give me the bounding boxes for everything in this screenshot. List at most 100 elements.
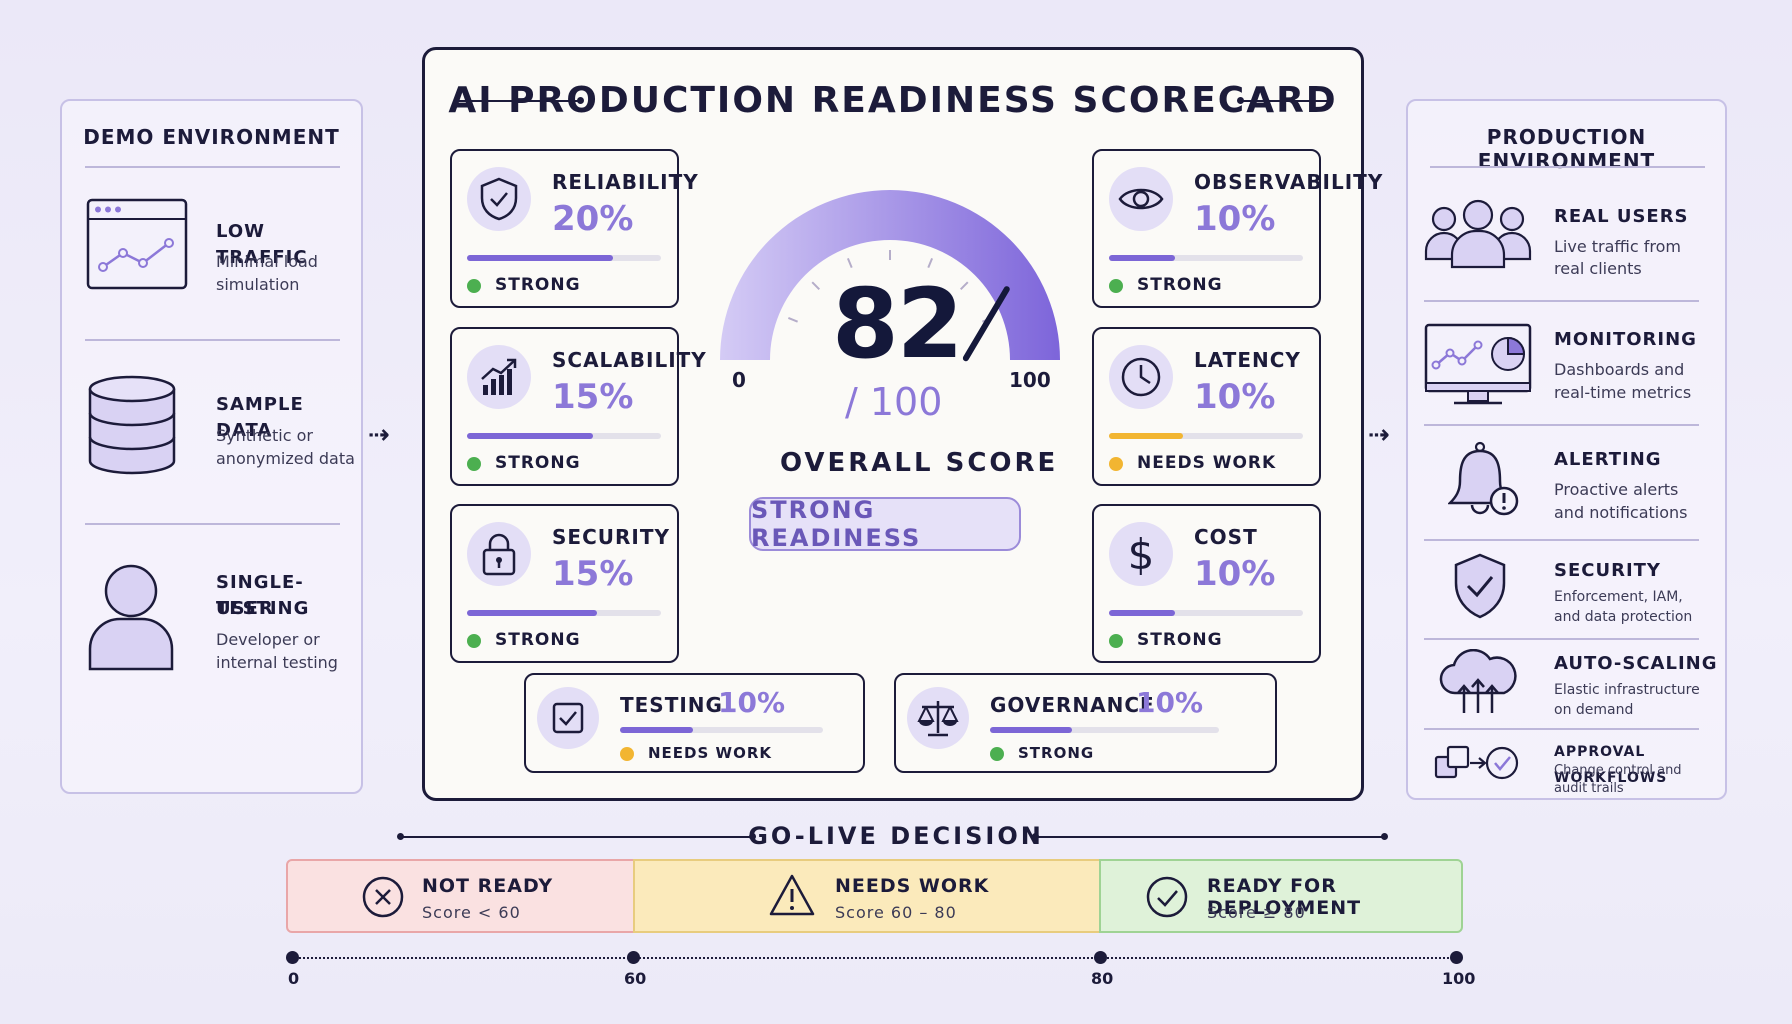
metric-card-scalability: SCALABILITY 15% STRONG [450,327,706,486]
divider [85,523,340,525]
status-dot-reliability [467,279,481,293]
monitoring-desc-1: Dashboards and [1554,360,1685,379]
status-dot-governance [990,747,1004,761]
metric-bar-fill-cost [1109,610,1175,616]
status-text-observability: STRONG [1137,275,1223,295]
real-users-desc-2: real clients [1554,259,1642,278]
metric-card-observability: OBSERVABILITY 10% STRONG [1092,149,1382,308]
monitoring-title: MONITORING [1554,329,1697,350]
status-dot-cost [1109,634,1123,648]
svg-text:$: $ [1128,531,1155,577]
approval-workflows-desc-1: Change control and [1554,763,1682,778]
x-circle-icon [362,876,404,922]
scale-line [292,957,1456,959]
title-rule-right [1240,100,1332,102]
sample-data-desc-2: anonymized data [216,449,355,468]
gauge-tick [846,257,853,268]
security-desc-2: and data protection [1554,609,1693,625]
security-desc-1: Enforcement, IAM, [1554,589,1683,605]
single-user-desc-2: internal testing [216,653,338,672]
lock-icon [467,522,531,586]
status-text-testing: NEEDS WORK [648,744,772,762]
metric-bar-fill-security [467,610,597,616]
metric-pct-governance: 10% [1136,686,1204,719]
browser-chart-icon [85,197,189,293]
metric-bar-testing [620,727,823,733]
metric-bar-latency [1109,433,1303,439]
shield-check-icon [1454,553,1506,619]
decision-dot-left [397,833,404,840]
gauge-min-label: 0 [732,368,746,392]
status-text-reliability: STRONG [495,275,581,295]
approval-workflows-title: APPROVAL WORKFLOWS [1554,744,1668,786]
scorecard-title: AI PRODUCTION READINESS SCORECARD [448,80,1338,121]
auto-scaling-title: AUTO-SCALING [1554,653,1718,674]
status-dot-security [467,634,481,648]
alerting-desc-2: and notifications [1554,503,1688,522]
divider [85,166,340,168]
scales-icon [907,687,969,749]
scale-label-100: 100 [1442,969,1476,988]
auto-scaling-desc-2: on demand [1554,702,1634,718]
gauge-max-label: 100 [1009,368,1051,392]
real-users-desc-1: Live traffic from [1554,237,1681,256]
metric-bar-cost [1109,610,1303,616]
metric-name-reliability: RELIABILITY [552,170,699,194]
metric-card-governance: GOVERNANCE 10% STRONG [894,673,1277,773]
metric-name-scalability: SCALABILITY [552,348,707,372]
demo-panel-title: DEMO ENVIRONMENT [83,125,340,149]
status-dot-observability [1109,279,1123,293]
metric-name-security: SECURITY [552,525,670,549]
single-user-title-1: SINGLE-USER [216,572,304,619]
gauge-tick [787,316,798,323]
scale-dot-0 [286,951,299,964]
dollar-icon: $ [1109,522,1173,586]
decision-dot-mid-left [749,833,756,840]
low-traffic-desc-1: Minimal load [216,252,318,271]
metric-pct-observability: 10% [1194,199,1276,239]
band-needs-work-title: NEEDS WORK [835,875,990,897]
overall-score-max: / 100 [845,380,943,424]
metric-name-latency: LATENCY [1194,348,1301,372]
divider [1424,424,1699,426]
warning-icon [769,873,815,921]
divider [1424,539,1699,541]
decision-dot-right [1381,833,1388,840]
demo-environment-panel: DEMO ENVIRONMENT LOW TRAFFIC Minimal loa… [60,99,363,794]
metric-bar-fill-testing [620,727,694,733]
overall-score-label: OVERALL SCORE [780,448,1059,478]
gauge-tick [960,281,969,290]
title-dot-left [577,97,584,104]
scale-dot-100 [1450,951,1463,964]
user-icon [86,561,176,673]
users-icon [1424,199,1532,271]
single-user-title-2: TESTING [216,598,310,619]
arrow-right-icon: ⇢ [368,420,390,450]
alerting-desc-1: Proactive alerts [1554,480,1679,499]
status-text-scalability: STRONG [495,453,581,473]
metric-pct-testing: 10% [718,686,786,719]
production-panel-title: PRODUCTION ENVIRONMENT [1477,125,1656,173]
shield-check-icon [467,167,531,231]
status-dot-scalability [467,457,481,471]
status-text-cost: STRONG [1137,630,1223,650]
clock-icon [1109,345,1173,409]
overall-score-value: 82 [832,268,964,380]
low-traffic-title: LOW TRAFFIC [216,221,308,268]
metric-card-reliability: RELIABILITY 20% STRONG [450,149,698,308]
check-circle-icon [1146,876,1188,922]
metric-bar-fill-governance [990,727,1073,733]
metric-name-testing: TESTING [620,693,723,717]
band-not-ready-title: NOT READY [422,875,554,897]
divider [1430,166,1705,168]
status-text-latency: NEEDS WORK [1137,453,1277,473]
workflow-check-icon [1434,741,1520,785]
monitor-icon [1424,323,1532,409]
metric-pct-latency: 10% [1194,377,1276,417]
real-users-title: REAL USERS [1554,206,1689,227]
auto-scaling-desc-1: Elastic infrastructure [1554,682,1700,698]
decision-rule-right [1035,836,1385,838]
metric-name-governance: GOVERNANCE [990,693,1155,717]
alerting-title: ALERTING [1554,449,1662,470]
title-dot-right [1237,97,1244,104]
